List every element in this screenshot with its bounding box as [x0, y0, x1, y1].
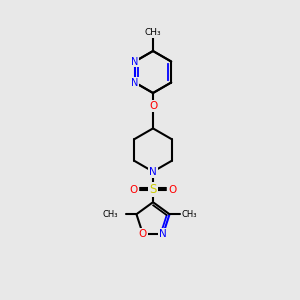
- Text: CH₃: CH₃: [145, 28, 161, 37]
- Text: O: O: [130, 184, 138, 195]
- Text: CH₃: CH₃: [182, 210, 197, 219]
- Text: N: N: [159, 229, 167, 239]
- Text: O: O: [168, 184, 176, 195]
- Text: N: N: [131, 77, 139, 88]
- Text: O: O: [139, 229, 147, 239]
- Text: CH₃: CH₃: [103, 210, 118, 219]
- Text: O: O: [149, 100, 157, 111]
- Text: N: N: [149, 167, 157, 177]
- Text: N: N: [131, 56, 139, 67]
- Text: S: S: [149, 183, 157, 196]
